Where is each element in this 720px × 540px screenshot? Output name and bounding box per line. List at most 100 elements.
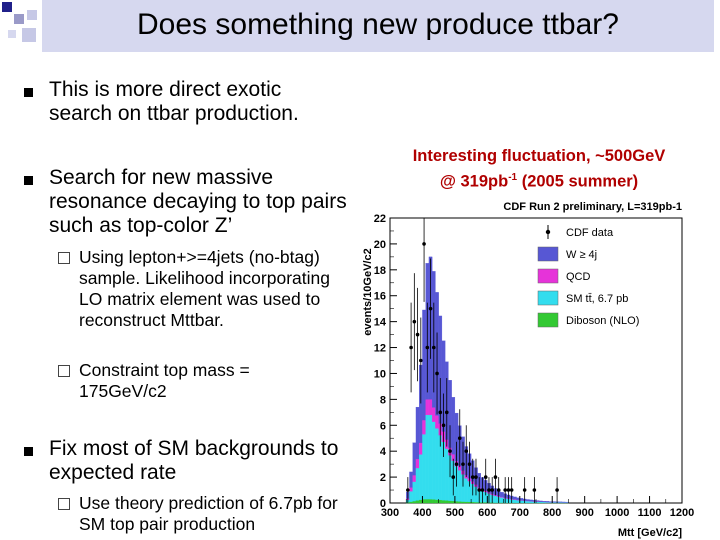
x-tick-label: 900 xyxy=(575,507,593,519)
y-tick-label: 16 xyxy=(374,291,386,303)
x-tick-label: 300 xyxy=(381,507,399,519)
stack-bar xyxy=(526,499,530,501)
data-point xyxy=(428,306,433,311)
stack-bar xyxy=(464,478,469,502)
data-point xyxy=(448,449,452,453)
stack-bar xyxy=(545,501,550,503)
data-point xyxy=(441,423,446,428)
y-tick-label: 0 xyxy=(380,498,386,510)
data-point xyxy=(415,332,420,337)
stack-bar xyxy=(470,501,475,504)
stack-bar xyxy=(425,498,430,504)
x-axis-label: Mtt [GeV/c2] xyxy=(618,527,683,539)
stack-bar xyxy=(432,407,436,422)
data-point xyxy=(457,436,462,441)
data-point xyxy=(474,475,478,479)
data-point xyxy=(509,488,514,492)
stack-bar xyxy=(419,454,423,500)
x-tick-label: 800 xyxy=(543,507,561,519)
y-tick-label: 8 xyxy=(380,394,386,406)
stack-bar xyxy=(500,492,504,497)
stack-bar xyxy=(542,501,546,502)
checkbox-bullet-icon xyxy=(58,365,70,377)
y-axis-label: events/10GeV/c2 xyxy=(362,248,374,335)
checkbox-bullet-icon xyxy=(58,498,70,510)
stack-bar xyxy=(412,442,417,476)
stack-bar xyxy=(415,467,420,501)
data-point xyxy=(409,345,413,350)
x-tick-label: 1000 xyxy=(605,507,629,519)
y-tick-label: 22 xyxy=(374,213,386,225)
legend-label: SM tt̄, 6.7 pb xyxy=(566,293,628,305)
stack-bar xyxy=(513,499,517,503)
stack-bar xyxy=(412,500,417,504)
stack-bar xyxy=(425,414,430,500)
stack-bar xyxy=(461,501,465,504)
y-tick-label: 14 xyxy=(374,317,387,329)
stack-bar xyxy=(435,499,439,504)
x-tick-label: 700 xyxy=(511,507,529,519)
stack-bar xyxy=(422,434,426,500)
data-point xyxy=(555,488,559,492)
stack-bar xyxy=(435,428,439,500)
stack-bar xyxy=(412,474,417,482)
stack-bar xyxy=(539,500,543,502)
legend-label: CDF data xyxy=(566,227,614,239)
data-point xyxy=(454,462,459,466)
stack-bar xyxy=(445,500,449,504)
chart-title: CDF Run 2 preliminary, L=319pb-1 xyxy=(503,201,682,213)
data-point xyxy=(438,410,443,415)
y-tick-label: 18 xyxy=(374,265,386,277)
stack-bar xyxy=(464,501,469,504)
data-point xyxy=(522,488,527,492)
stack-bar xyxy=(432,499,436,504)
logo-squares-icon xyxy=(2,2,37,42)
data-point xyxy=(435,371,439,376)
data-point xyxy=(493,475,498,479)
stack-bar xyxy=(451,397,456,455)
data-point xyxy=(483,475,488,479)
stack-bar xyxy=(529,501,533,504)
data-point xyxy=(422,242,426,246)
y-tick-label: 12 xyxy=(374,343,386,355)
stack-bar xyxy=(409,471,413,488)
title-bar xyxy=(42,0,714,52)
stack-bar xyxy=(428,414,433,500)
stack-bar xyxy=(445,448,449,501)
data-point xyxy=(406,488,410,492)
data-point xyxy=(496,488,501,492)
stack-bar xyxy=(493,495,498,503)
stack-bar xyxy=(425,399,430,416)
stack-bar xyxy=(415,458,420,469)
slide-title: Does something new produce ttbar? xyxy=(137,8,619,41)
y-tick-label: 20 xyxy=(374,239,386,251)
stack-bar xyxy=(441,499,446,504)
legend-label: Diboson (NLO) xyxy=(566,315,639,327)
stack-bar xyxy=(448,500,452,504)
stack-bar xyxy=(526,500,530,504)
bullet-square-icon xyxy=(24,176,33,185)
legend-swatch xyxy=(537,246,559,262)
stack-bar xyxy=(428,498,433,504)
data-point xyxy=(470,475,475,479)
data-point xyxy=(467,462,472,466)
stack-bar xyxy=(412,481,417,502)
legend-swatch xyxy=(537,312,559,328)
data-point xyxy=(490,488,494,492)
x-tick-label: 1100 xyxy=(638,507,662,519)
x-tick-label: 600 xyxy=(478,507,496,519)
stack-bar xyxy=(422,309,426,421)
fluctuation-annotation: Interesting fluctuation, ~500GeV @ 319pb… xyxy=(378,146,700,193)
checkbox-bullet-icon xyxy=(58,252,70,264)
legend-label: W ≥ 4j xyxy=(566,249,597,261)
stack-bar xyxy=(513,496,517,500)
sub-bullet-3-1: Use theory prediction of 6.7pb for SM to… xyxy=(79,493,338,534)
x-tick-label: 1200 xyxy=(670,507,694,519)
data-point xyxy=(425,345,430,350)
annotation-line-2: @ 319pb-1 (2005 summer) xyxy=(439,172,639,191)
stack-bar xyxy=(535,500,540,502)
sub-bullet-2-1: Using lepton+>=4jets (no-btag) sample. L… xyxy=(79,247,330,330)
data-point xyxy=(412,319,417,324)
data-point xyxy=(432,345,436,350)
sub-bullet-2-2: Constraint top mass = 175GeV/c2 xyxy=(79,360,250,401)
